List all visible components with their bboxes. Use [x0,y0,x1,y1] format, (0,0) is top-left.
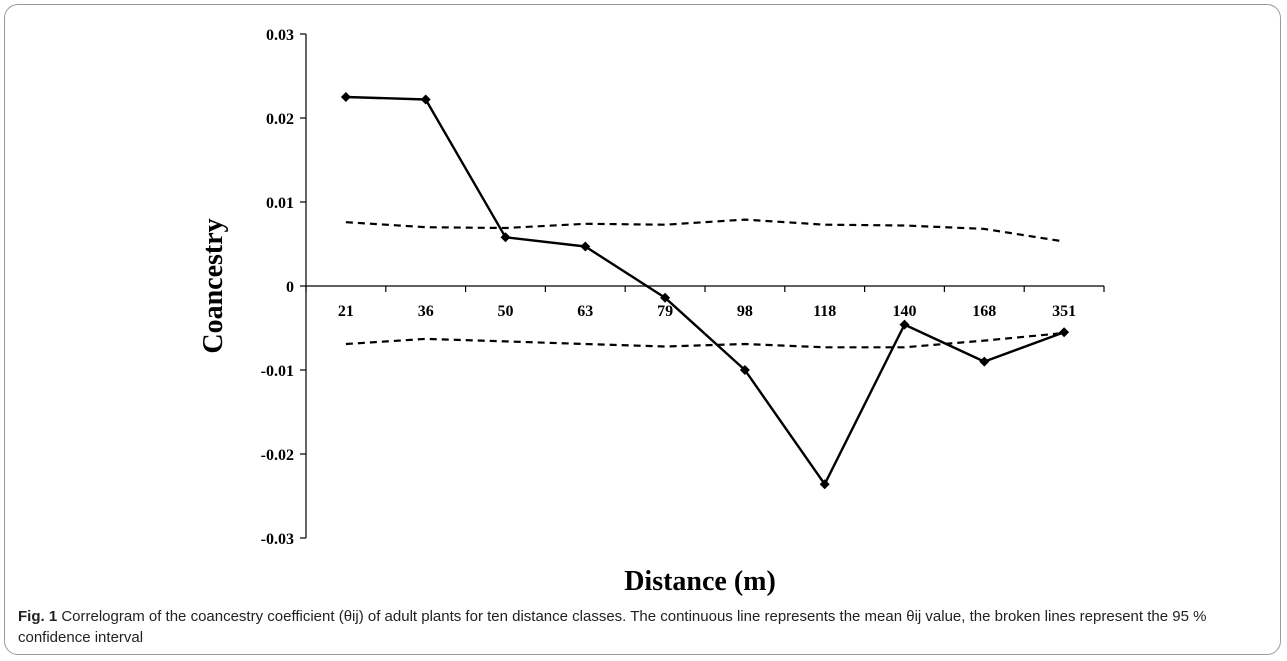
y-tick-label: 0.03 [266,27,294,44]
data-point-marker [819,479,830,490]
x-tick-label: 140 [893,303,917,320]
y-axis-label: Coancestry [198,218,229,353]
correlogram-chart: 0.03 0.02 0.01 0 -0.01 -0.02 -0.03 21 36 50 63 79 9… [198,27,1105,597]
y-tick-label: -0.03 [261,531,294,548]
x-axis-label: Distance (m) [624,566,776,597]
x-tick-label: 118 [813,303,836,320]
y-tick-label: 0.01 [266,195,294,212]
x-tick-label: 50 [498,303,514,320]
upper-confidence-line [345,218,1065,243]
x-tick-label: 79 [657,303,673,320]
y-tick-label: -0.02 [261,447,294,464]
caption-text: Correlogram of the coancestry coefficien… [18,608,1207,646]
x-axis: 21 36 50 63 79 98 118 140 168 351 [305,285,1105,320]
data-point-marker [660,292,671,303]
x-tick-label: 63 [577,303,593,320]
x-tick-label: 168 [972,303,996,320]
y-tick-label: 0.02 [266,111,294,128]
data-point-marker [899,319,910,330]
data-point-marker [1059,327,1070,338]
figure-caption: Fig. 1 Correlogram of the coancestry coe… [18,606,1268,648]
data-point-marker [979,356,990,367]
x-tick-label: 36 [418,303,434,320]
caption-label: Fig. 1 [18,608,58,625]
data-point-marker [739,365,750,375]
data-point-marker [420,94,431,105]
data-point-marker [340,92,351,102]
figure-frame [4,4,1281,655]
y-tick-label: -0.01 [261,363,294,380]
mean-coancestry-line [345,95,1065,486]
x-tick-label: 21 [338,303,354,320]
y-axis: 0.03 0.02 0.01 0 -0.01 -0.02 -0.03 [261,27,307,548]
x-tick-label: 98 [737,303,753,320]
series-layer [340,92,1070,490]
data-point-marker [580,241,591,252]
y-tick-label: 0 [286,279,294,296]
data-point-marker [500,232,511,243]
x-tick-label: 351 [1052,303,1076,320]
